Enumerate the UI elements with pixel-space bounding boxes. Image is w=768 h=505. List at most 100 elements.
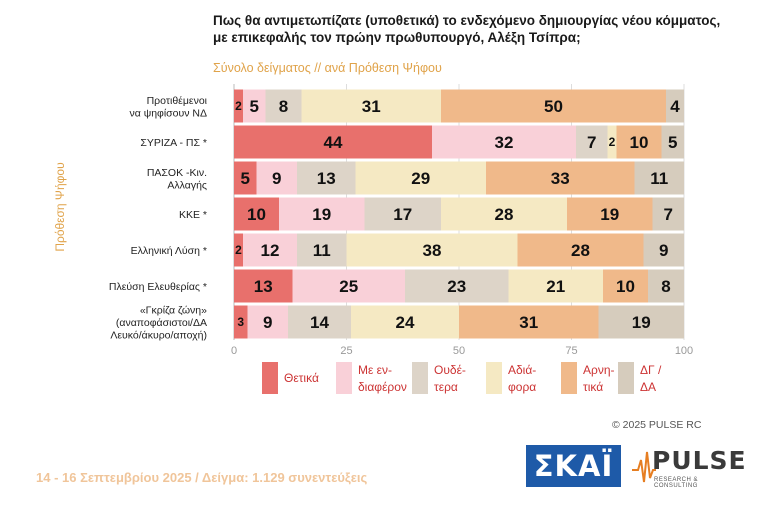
data-label: 25	[339, 277, 358, 296]
bar-segment	[508, 269, 603, 303]
chart-title: Πως θα αντιμετωπίζατε (υποθετικά) το ενδ…	[213, 13, 721, 45]
survey-footer: 14 - 16 Σεπτεμβρίου 2025 / Δείγμα: 1.129…	[36, 470, 368, 485]
category-label: Πλεύση Ελευθερίας *	[109, 281, 207, 293]
bar-segment	[234, 161, 257, 195]
pulse-logo-word: PULSE	[652, 446, 747, 475]
category-label: Προτιθέμενοι	[147, 95, 208, 107]
data-label: 5	[241, 169, 250, 188]
x-tick-label: 50	[453, 345, 465, 357]
bar-segment	[607, 125, 617, 159]
bar-segment	[441, 197, 567, 231]
bar-segment	[666, 89, 684, 123]
data-label: 7	[587, 133, 596, 152]
bar-segment	[459, 305, 599, 339]
data-label: 44	[324, 133, 343, 152]
data-label: 13	[317, 169, 336, 188]
bar-segment	[652, 197, 684, 231]
bar-segment	[292, 269, 405, 303]
x-tick-label: 25	[340, 345, 352, 357]
data-label: 31	[519, 313, 538, 332]
chart-subtitle: Σύνολο δείγματος // ανά Πρόθεση Ψήφου	[213, 61, 442, 75]
copyright-note: © 2025 PULSE RC	[612, 419, 702, 431]
data-label: 10	[247, 205, 266, 224]
bar-segment	[297, 161, 356, 195]
bar-segment	[243, 233, 297, 267]
legend-label: Αδιά-φορα	[508, 363, 537, 394]
category-label: «Γκρίζα ζώνη»	[140, 305, 207, 317]
legend-label: Αρνη-τικά	[583, 363, 615, 394]
data-label: 10	[616, 277, 635, 296]
pulse-logo-tagline: RESEARCH & CONSULTING	[654, 477, 699, 489]
legend-label: Ουδέ-τερα	[434, 363, 466, 394]
bar-segment	[603, 269, 648, 303]
bar-segment	[234, 89, 243, 123]
bar-segment	[346, 233, 518, 267]
category-label: (αναποφάσιστοι/ΔΑ	[116, 317, 207, 329]
data-label: 8	[661, 277, 670, 296]
data-label: 2	[609, 135, 616, 149]
data-label: 24	[396, 313, 415, 332]
bar-segment	[279, 197, 365, 231]
bar-segment	[517, 233, 644, 267]
legend-label: Με εν-διαφέρον	[358, 363, 407, 394]
bar-segment	[364, 197, 441, 231]
data-label: 33	[551, 169, 570, 188]
bar-segment	[234, 233, 243, 267]
data-label: 7	[664, 205, 673, 224]
data-label: 32	[495, 133, 514, 152]
bar-segment	[634, 161, 684, 195]
data-label: 31	[362, 97, 381, 116]
data-label: 5	[668, 133, 677, 152]
bar-segment	[243, 89, 266, 123]
bar-segment	[265, 89, 302, 123]
legend-label: Θετικά	[284, 371, 319, 385]
data-label: 19	[600, 205, 619, 224]
data-label: 2	[235, 99, 242, 113]
bar-segment	[648, 269, 684, 303]
legend-swatch	[561, 362, 577, 394]
bar-segment	[598, 305, 684, 339]
bar-segment	[576, 125, 608, 159]
bar-segment	[297, 233, 347, 267]
bar-segment	[643, 233, 684, 267]
bar-segment	[405, 269, 509, 303]
category-label: Λευκό/άκυρο/αποχή)	[110, 330, 207, 342]
bar-segment	[616, 125, 662, 159]
category-label: Αλλαγής	[167, 179, 207, 191]
data-label: 28	[495, 205, 514, 224]
data-label: 19	[632, 313, 651, 332]
data-label: 12	[261, 241, 280, 260]
data-label: 9	[659, 241, 668, 260]
data-label: 11	[313, 241, 331, 260]
data-label: 9	[272, 169, 281, 188]
bar-segment	[234, 125, 432, 159]
legend-swatch	[262, 362, 278, 394]
bar-segment	[234, 197, 279, 231]
data-label: 4	[670, 97, 680, 116]
bar-segment	[234, 305, 248, 339]
data-label: 29	[411, 169, 430, 188]
data-label: 28	[571, 241, 590, 260]
bar-segment	[351, 305, 459, 339]
bar-segment	[432, 125, 576, 159]
bar-segment	[256, 161, 297, 195]
skai-logo: ΣΚΑΪ	[526, 445, 621, 487]
pulse-wave-icon	[632, 451, 656, 483]
data-label: 14	[310, 313, 329, 332]
x-tick-label: 75	[565, 345, 577, 357]
category-label: Ελληνική Λύση *	[131, 245, 207, 257]
bar-segment	[247, 305, 288, 339]
data-label: 38	[423, 241, 442, 260]
data-label: 10	[630, 133, 649, 152]
bar-segment	[486, 161, 635, 195]
bar-segment	[234, 269, 293, 303]
data-label: 21	[546, 277, 565, 296]
data-label: 23	[447, 277, 466, 296]
pulse-logo: PULSE RESEARCH & CONSULTING	[632, 446, 746, 489]
data-label: 19	[312, 205, 331, 224]
x-tick-label: 0	[231, 345, 237, 357]
legend-swatch	[618, 362, 634, 394]
legend-label: ΔΓ / ΔΑ	[640, 363, 662, 394]
category-label: ΚΚΕ *	[179, 209, 207, 221]
